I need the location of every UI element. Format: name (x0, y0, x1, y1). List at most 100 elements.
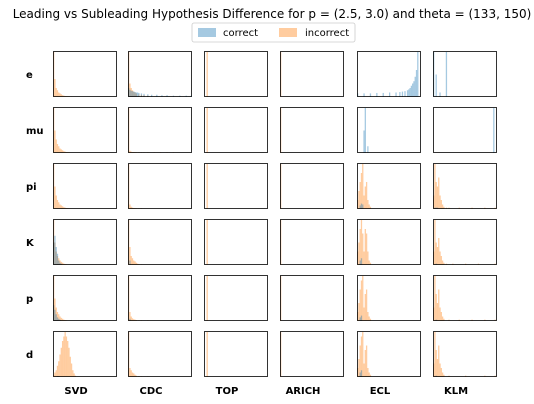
panel-pi-ARICH (280, 163, 344, 209)
panel-background (204, 275, 268, 321)
histogram-bar-incorrect (364, 229, 366, 265)
histogram-bar-incorrect (135, 262, 137, 265)
histogram-bar-incorrect (440, 312, 442, 321)
histogram-bar-incorrect (143, 95, 145, 97)
panel-grid (53, 51, 497, 377)
histogram-bar-incorrect (434, 332, 436, 377)
panel-background (128, 163, 192, 209)
panel-frame (357, 51, 421, 97)
histogram-bar-incorrect (55, 195, 57, 209)
histogram-bar-incorrect (358, 191, 360, 209)
panel-frame (433, 107, 497, 153)
histogram-bar-incorrect (73, 373, 75, 377)
histogram-bar-incorrect (359, 182, 361, 209)
histogram-bar-incorrect (438, 345, 440, 377)
histogram-bar-incorrect (129, 312, 131, 321)
panel-mu-CDC (128, 107, 192, 153)
histogram-bar-incorrect (367, 312, 369, 321)
histogram-bar-incorrect (58, 146, 60, 153)
panel-background (128, 219, 192, 265)
panel-mu-TOP (204, 107, 268, 153)
histogram-bar-incorrect (206, 108, 208, 153)
histogram-bar-correct (135, 92, 137, 97)
panel-d-CDC (128, 331, 192, 377)
panel-background (128, 107, 192, 153)
histogram-bar-correct (435, 74, 437, 97)
histogram-bar-correct (156, 94, 158, 97)
histogram-bar-incorrect (56, 90, 59, 97)
histogram-bar-incorrect (61, 150, 64, 153)
histogram-bar-incorrect (434, 220, 436, 265)
panel-background (53, 331, 117, 377)
panel-background (280, 275, 344, 321)
histogram-bar-incorrect (206, 276, 208, 321)
histogram-bar-correct (359, 317, 361, 321)
histogram-bar-incorrect (55, 307, 57, 321)
panel-p-KLM (433, 275, 497, 321)
histogram-bar-incorrect (363, 307, 365, 321)
panel-K-ECL (357, 219, 421, 265)
histogram-bar-correct (376, 92, 378, 97)
histogram-bar-incorrect (443, 318, 445, 321)
panel-mu-ARICH (280, 107, 344, 153)
histogram-bar-correct (55, 247, 57, 265)
histogram-bar-incorrect (130, 316, 132, 321)
histogram-bar-incorrect (134, 374, 136, 377)
panel-background (280, 163, 344, 209)
panel-background (280, 107, 344, 153)
histogram-bar-incorrect (70, 363, 73, 377)
histogram-bar-incorrect (130, 206, 132, 209)
panel-p-TOP (204, 275, 268, 321)
histogram-bar-correct (360, 203, 363, 209)
histogram-bar-incorrect (56, 144, 59, 153)
histogram-bar-incorrect (58, 258, 60, 265)
histogram-bar-incorrect (360, 336, 363, 377)
histogram-bar-incorrect (440, 200, 442, 209)
histogram-bar-incorrect (443, 374, 445, 377)
histogram-bar-correct (130, 90, 132, 97)
histogram-bar-incorrect (367, 251, 369, 265)
histogram-bar-incorrect (358, 303, 360, 321)
panel-e-SVD (53, 51, 117, 98)
panel-p-SVD (53, 275, 117, 321)
histogram-bar-incorrect (365, 182, 368, 209)
histogram-bar-incorrect (63, 336, 65, 377)
histogram-bar-incorrect (435, 182, 437, 209)
histogram-bar-incorrect (369, 318, 372, 321)
panel-background (204, 219, 268, 265)
histogram-bar-correct (360, 258, 363, 265)
histogram-bar-incorrect (58, 361, 60, 377)
panel-background (357, 275, 421, 321)
panel-frame (433, 331, 497, 377)
panel-background (280, 331, 344, 377)
histogram-bar-incorrect (61, 341, 64, 377)
panel-background (433, 331, 497, 377)
panel-pi-KLM (433, 163, 497, 209)
histogram-bar-incorrect (359, 289, 361, 321)
histogram-bar-correct (369, 93, 372, 97)
panel-frame (433, 51, 497, 97)
column-labels: SVD CDC TOP ARICH ECL KLM (64, 386, 468, 397)
histogram-bar-correct (439, 92, 441, 97)
panel-background (128, 275, 192, 321)
panel-K-TOP (204, 219, 268, 265)
histogram-bar-correct (54, 309, 56, 321)
histogram-bar-incorrect (61, 95, 64, 97)
histogram-bar-incorrect (364, 350, 366, 377)
histogram-bar-incorrect (435, 242, 437, 265)
histogram-bar-incorrect (59, 260, 61, 265)
histogram-bar-incorrect (358, 242, 360, 265)
row-label-K: K (26, 238, 35, 249)
histogram-bar-incorrect (206, 220, 208, 265)
histogram-bar-incorrect (441, 316, 444, 321)
panel-e-TOP (204, 51, 268, 97)
histogram-bar-incorrect (369, 374, 372, 377)
histogram-bar-incorrect (358, 359, 360, 377)
panel-pi-SVD (53, 163, 117, 209)
histogram-bar-incorrect (59, 316, 61, 321)
panel-mu-SVD (53, 107, 117, 153)
histogram-bar-correct (147, 94, 149, 97)
histogram-bar-incorrect (360, 173, 363, 209)
panel-p-ARICH (280, 275, 344, 321)
histogram-bar-incorrect (435, 294, 437, 321)
